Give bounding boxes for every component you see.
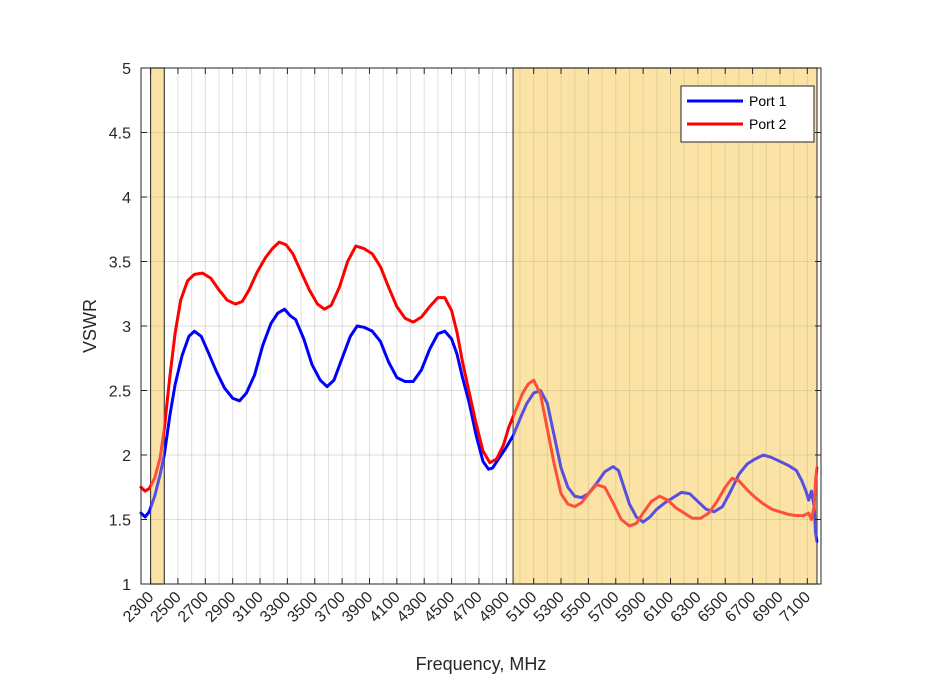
legend-box bbox=[680, 85, 815, 143]
band-tint-1 bbox=[150, 68, 165, 584]
y-tick-label: 3.5 bbox=[109, 255, 131, 272]
y-tick-label: 2 bbox=[122, 448, 131, 465]
y-tick-label: 4 bbox=[122, 190, 131, 207]
series-lines bbox=[139, 68, 819, 584]
legend: Port 1 Port 2 bbox=[680, 85, 815, 143]
band-tint-overlay bbox=[150, 68, 817, 584]
y-tick-label: 4.5 bbox=[109, 126, 131, 143]
y-tick-label: 3 bbox=[122, 319, 131, 336]
series-line-port-2 bbox=[139, 240, 819, 528]
y-tick-label: 1 bbox=[122, 577, 131, 594]
x-axis-label: Frequency, MHz bbox=[416, 654, 547, 674]
band-tint-2 bbox=[513, 68, 817, 584]
y-tick-label: 5 bbox=[122, 61, 131, 78]
series-line-port-1 bbox=[139, 307, 819, 543]
legend-label-port-1: Port 1 bbox=[749, 93, 787, 109]
legend-label-port-2: Port 2 bbox=[749, 116, 787, 132]
y-tick-label: 2.5 bbox=[109, 384, 131, 401]
y-tick-label: 1.5 bbox=[109, 513, 131, 530]
y-axis-label: VSWR bbox=[80, 299, 100, 353]
